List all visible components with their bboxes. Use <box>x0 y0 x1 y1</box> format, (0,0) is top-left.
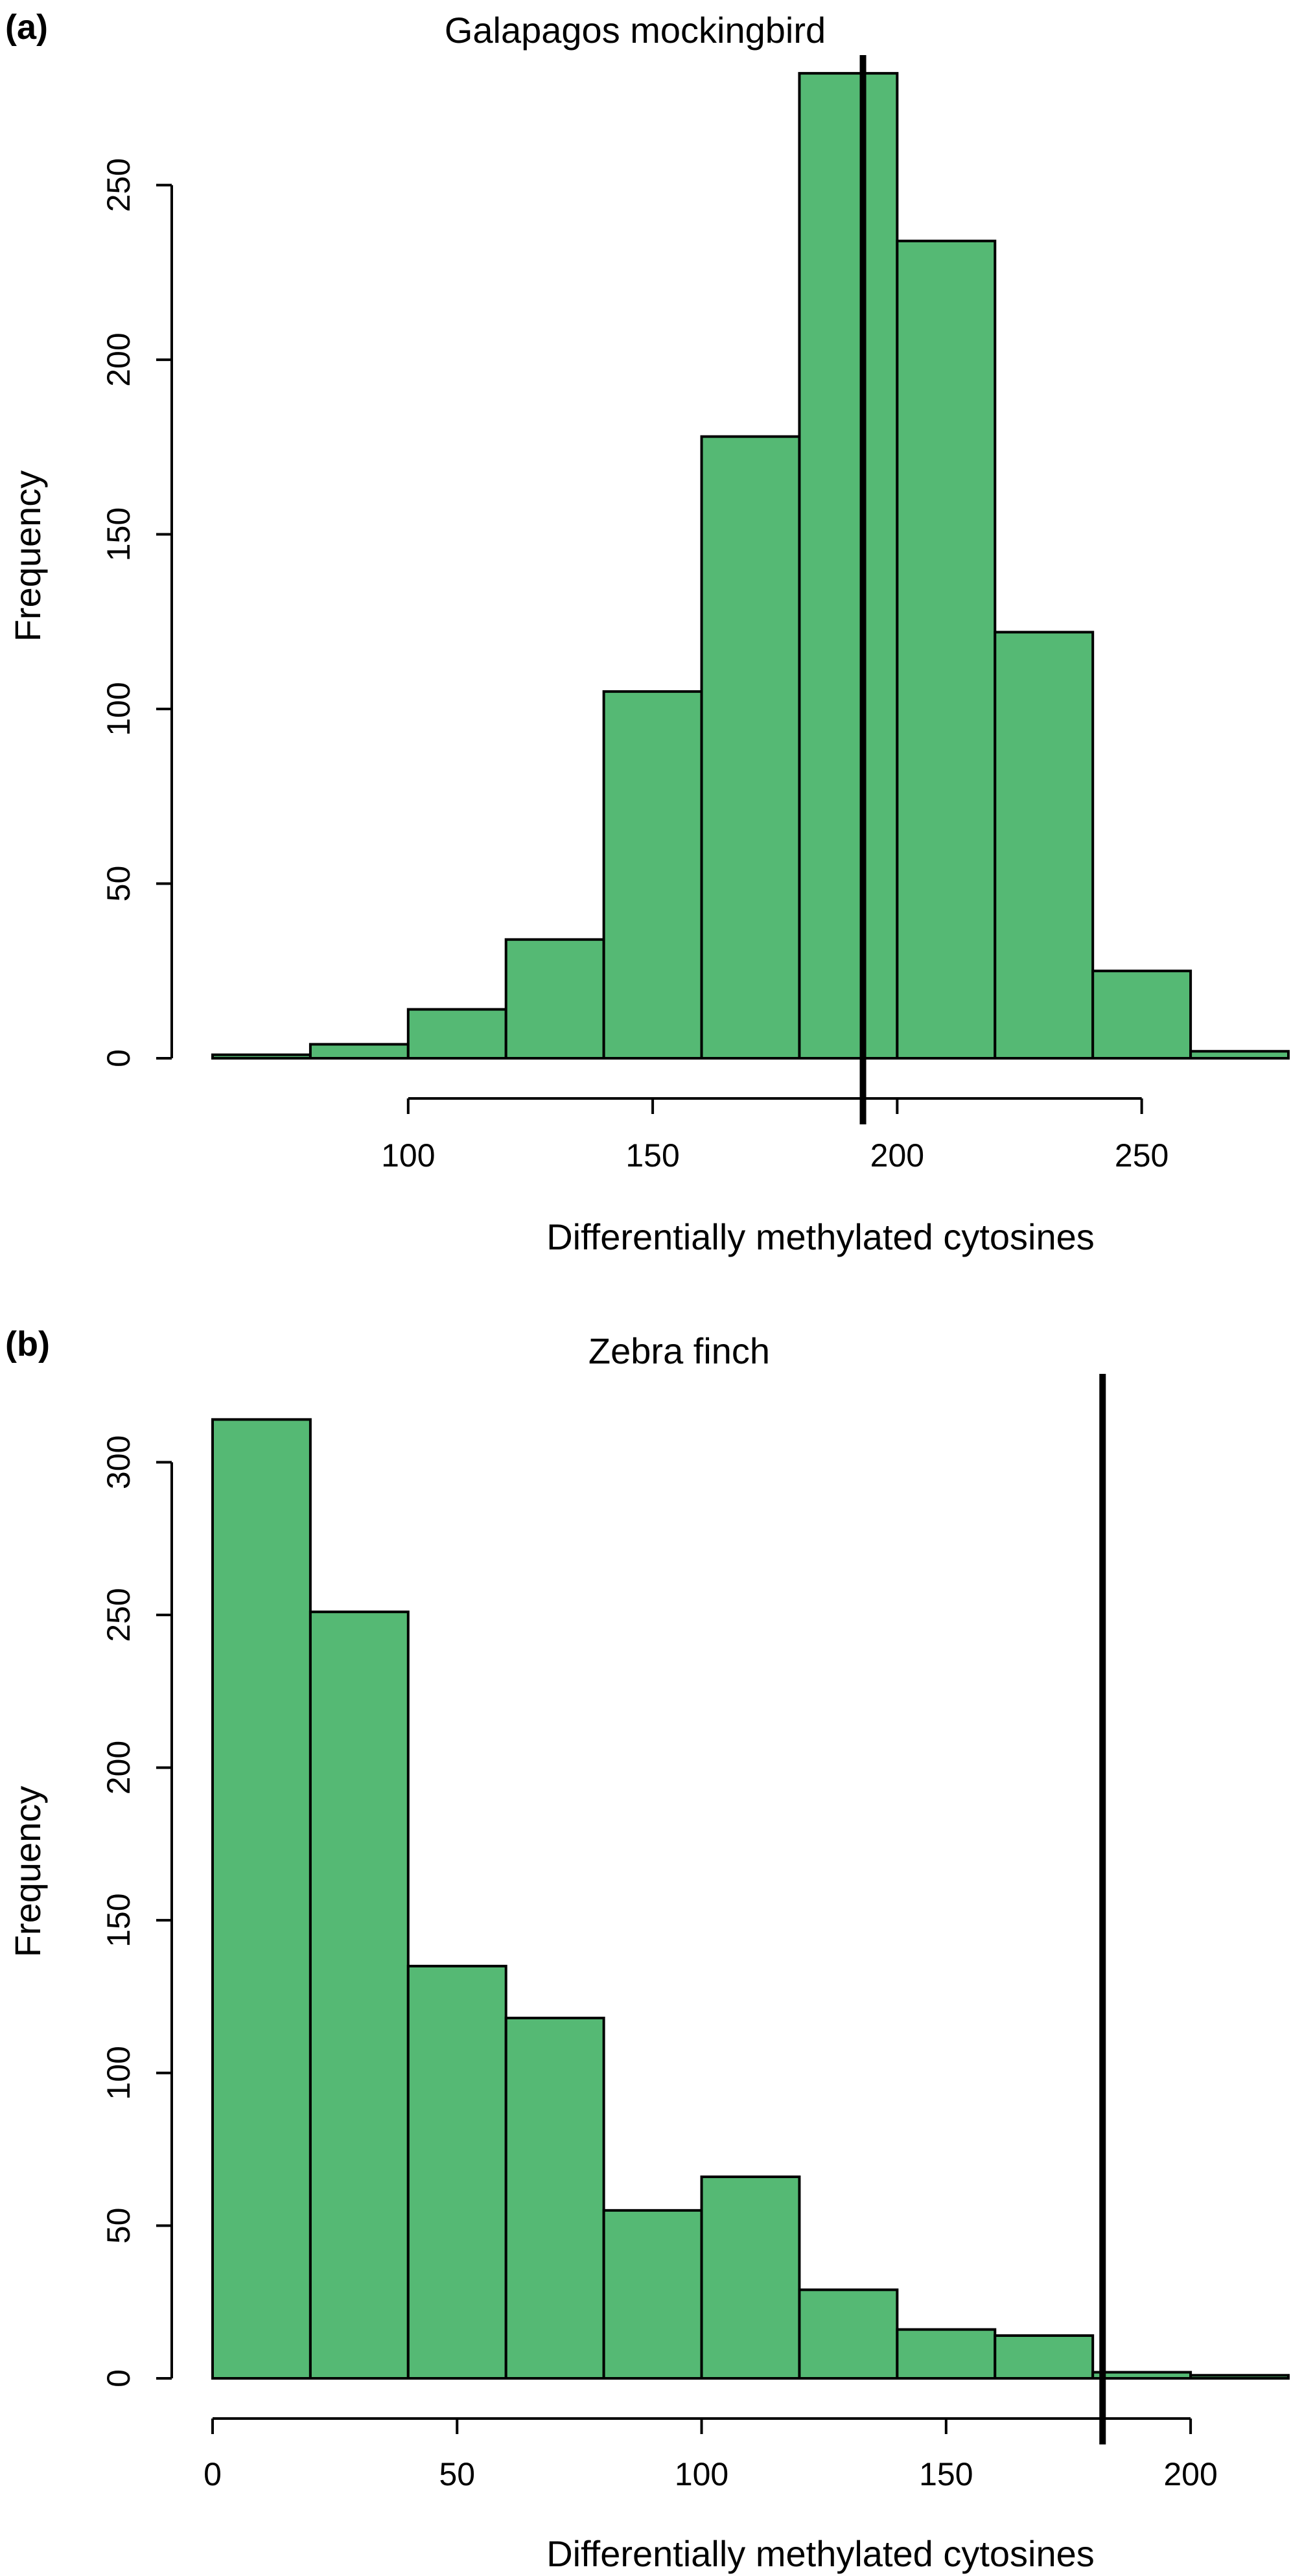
panel-a-bar <box>994 631 1095 1060</box>
panel-b-y-axis-label: Frequency <box>7 1786 48 1958</box>
panel-a-bar <box>700 435 801 1060</box>
panel-a-y-tick-label: 0 <box>100 1049 137 1067</box>
panel-a-bar <box>406 1008 507 1060</box>
panel-a-y-tick-label: 200 <box>100 332 137 386</box>
panel-b-bar <box>1091 2371 1192 2380</box>
panel-b-y-tick-label: 200 <box>100 1741 137 1794</box>
panel-a-bar <box>798 72 899 1060</box>
panel-a-x-tick-label: 250 <box>1115 1137 1169 1174</box>
panel-b-bar <box>211 1418 312 2380</box>
panel-b-y-tick-label: 50 <box>100 2208 137 2244</box>
panel-b-bar <box>798 2288 899 2380</box>
panel-a-plot: 0 50 100 150 200 250 100 150 200 250 <box>100 55 1290 1174</box>
panel-a-bar <box>211 1053 312 1060</box>
panel-a-y-tick-label: 50 <box>100 866 137 902</box>
panel-b-y-tick-label: 0 <box>100 2369 137 2387</box>
panel-b-bar <box>994 2334 1095 2380</box>
panel-a-x-axis-label: Differentially methylated cytosines <box>546 1216 1095 1257</box>
panel-b: (b) Zebra finch Frequency Differentially… <box>5 1325 1290 2574</box>
panel-b-bar <box>308 1610 410 2380</box>
panel-b-bar <box>406 1964 507 2380</box>
panel-b-y-tick-label: 250 <box>100 1588 137 1642</box>
panel-a-x-tick-label: 200 <box>870 1137 924 1174</box>
panel-a-y-tick-label: 250 <box>100 158 137 212</box>
panel-a-y-axis-label: Frequency <box>7 470 48 642</box>
panel-b-x-tick-label: 100 <box>675 2456 728 2492</box>
panel-a-title: Galapagos mockingbird <box>445 10 826 51</box>
panel-a-bar <box>504 938 605 1060</box>
panel-b-bar <box>602 2209 703 2380</box>
panel-a-x-tick-label: 100 <box>381 1137 435 1174</box>
panel-a: (a) Galapagos mockingbird Frequency Diff… <box>5 8 1290 1257</box>
panel-a-bar <box>1091 969 1192 1060</box>
panel-a-y-tick-label: 100 <box>100 682 137 736</box>
panel-b-x-tick-label: 200 <box>1163 2456 1217 2492</box>
panel-a-x-tick-label: 150 <box>625 1137 679 1174</box>
panel-b-x-tick-label: 0 <box>204 2456 222 2492</box>
panel-b-x-tick-label: 150 <box>919 2456 973 2492</box>
panel-b-label: (b) <box>5 1325 50 1363</box>
panel-b-y-tick-label: 100 <box>100 2046 137 2100</box>
panel-b-bar <box>896 2328 997 2380</box>
panel-b-x-axis-label: Differentially methylated cytosines <box>546 2533 1095 2574</box>
panel-a-y-tick-label: 150 <box>100 507 137 561</box>
panel-b-bar <box>1189 2374 1290 2380</box>
panel-a-bar <box>896 239 997 1060</box>
panel-a-label: (a) <box>5 8 48 47</box>
panel-b-x-tick-label: 50 <box>439 2456 475 2492</box>
panel-b-bar <box>504 2016 605 2380</box>
panel-a-bar <box>602 690 703 1060</box>
panel-b-title: Zebra finch <box>588 1330 770 1371</box>
panel-a-bar <box>308 1043 410 1060</box>
panel-a-bar <box>1189 1050 1290 1060</box>
panel-b-y-tick-label: 150 <box>100 1893 137 1947</box>
panel-b-bar <box>700 2176 801 2380</box>
panel-b-plot: 0 50 100 150 200 250 300 0 50 100 150 200 <box>100 1374 1290 2492</box>
panel-b-y-tick-label: 300 <box>100 1435 137 1489</box>
